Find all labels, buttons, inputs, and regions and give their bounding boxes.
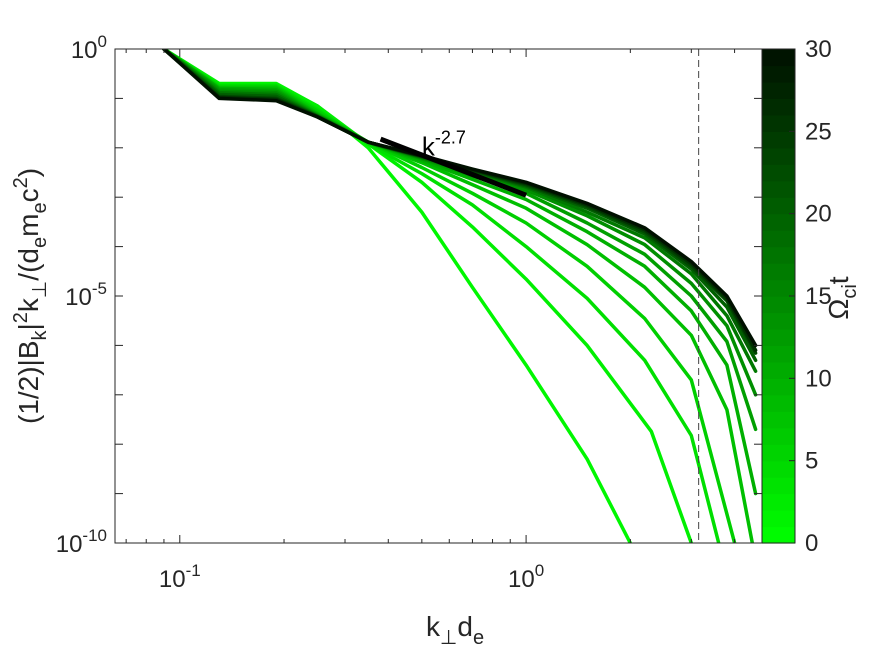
colorbar-segment-0 (762, 526, 795, 544)
y-tick-label-1-base: 10 (65, 284, 92, 311)
colorbar-segment-14 (762, 296, 795, 314)
colorbar-segment-26 (762, 98, 795, 116)
y-label-sub-k: k (29, 330, 51, 341)
colorbar-tick-label-4: 20 (805, 201, 832, 228)
colorbar-segment-28 (762, 65, 795, 83)
colorbar-segment-11 (762, 345, 795, 363)
colorbar-segment-25 (762, 114, 795, 132)
colorbar-segment-1 (762, 510, 795, 528)
x-tick-label-0-exp: -1 (186, 561, 201, 580)
colorbar-tick-label-0: 0 (805, 530, 818, 557)
y-label-bar: | (13, 323, 44, 330)
colorbar-segment-5 (762, 444, 795, 462)
colorbar-tick-label-2: 10 (805, 365, 832, 392)
colorbar: 0 5 10 15 20 25 30 (761, 36, 832, 557)
colorbar-segment-19 (762, 213, 795, 231)
colorbar-tick-label-6: 30 (805, 36, 832, 63)
y-tick-label-2: 10-10 (56, 526, 107, 558)
colorbar-segment-2 (762, 493, 795, 511)
y-label-open: /(d (13, 248, 44, 281)
x-label-k: k (426, 611, 441, 642)
y-tick-label-2-exp: -10 (82, 526, 107, 545)
y-label-c: c (13, 188, 44, 202)
colorbar-tick-label-5: 25 (805, 118, 832, 145)
y-tick-label-0-exp: 0 (98, 32, 107, 51)
y-label-sup-2b: 2 (10, 177, 32, 188)
colorbar-segment-7 (762, 411, 795, 429)
y-label-m: m (13, 214, 44, 237)
colorbar-tick-label-1: 5 (805, 448, 818, 475)
colorbar-segment-8 (762, 394, 795, 412)
slope-guide-label-base: k (422, 131, 436, 161)
x-axis-label: k⊥de (426, 611, 484, 649)
colorbar-segment-15 (762, 279, 795, 297)
colorbar-segment-18 (762, 230, 795, 248)
x-tick-label-1-exp: 0 (535, 561, 544, 580)
x-tick-label-1: 100 (508, 561, 544, 593)
guide-layer (379, 49, 700, 543)
y-label-sub-e2: e (29, 202, 51, 213)
colorbar-segment-17 (762, 246, 795, 264)
colorbar-segment-29 (762, 49, 795, 67)
colorbar-segment-4 (762, 460, 795, 478)
x-tick-label-0: 10-1 (159, 561, 201, 593)
series-line-12 (162, 49, 758, 348)
y-label-sub-e1: e (29, 237, 51, 248)
colorbar-segment-23 (762, 147, 795, 165)
y-label-k: k (13, 297, 44, 312)
y-tick-label-1: 10-5 (65, 279, 107, 311)
y-label-sub-perp: ⊥ (29, 281, 51, 298)
y-label-sup-2: 2 (10, 312, 32, 323)
series-layer (162, 49, 758, 543)
colorbar-label-sub: ci (839, 284, 861, 298)
y-tick-label-2-base: 10 (56, 531, 83, 558)
colorbar-segment-3 (762, 477, 795, 495)
colorbar-label-t: t (823, 276, 854, 284)
x-tick-label-1-base: 10 (508, 566, 535, 593)
y-tick-label-0-base: 10 (71, 37, 98, 64)
x-label-d: d (457, 611, 473, 642)
colorbar-segment-20 (762, 197, 795, 215)
colorbar-segment-24 (762, 131, 795, 149)
slope-guide-label: k-2.7 (422, 127, 466, 161)
colorbar-segment-22 (762, 164, 795, 182)
slope-guide-line (379, 136, 527, 198)
colorbar-segment-10 (762, 361, 795, 379)
colorbar-segment-6 (762, 427, 795, 445)
colorbar-segment-12 (762, 328, 795, 346)
x-label-perp-subscript: ⊥ (440, 627, 457, 649)
slope-guide-label-exp: -2.7 (435, 127, 466, 147)
colorbar-segment-27 (762, 81, 795, 99)
colorbar-tick-label-3: 15 (805, 283, 832, 310)
colorbar-segment-9 (762, 378, 795, 396)
colorbar-label-omega: Ω (823, 299, 854, 320)
colorbar-segment-13 (762, 312, 795, 330)
x-tick-label-0-base: 10 (159, 566, 186, 593)
x-label-e-subscript: e (473, 627, 484, 649)
y-tick-label-1-exp: -5 (92, 279, 107, 298)
colorbar-label: Ωcit (823, 276, 861, 319)
y-label-close: ) (13, 168, 44, 177)
y-axis-label: (1/2)|Bk|2k⊥/(demec2) (10, 168, 51, 424)
colorbar-segment-21 (762, 180, 795, 198)
y-tick-label-0: 100 (71, 32, 107, 64)
colorbar-segment-16 (762, 263, 795, 281)
y-label-prefix: (1/2)|B (13, 341, 44, 425)
